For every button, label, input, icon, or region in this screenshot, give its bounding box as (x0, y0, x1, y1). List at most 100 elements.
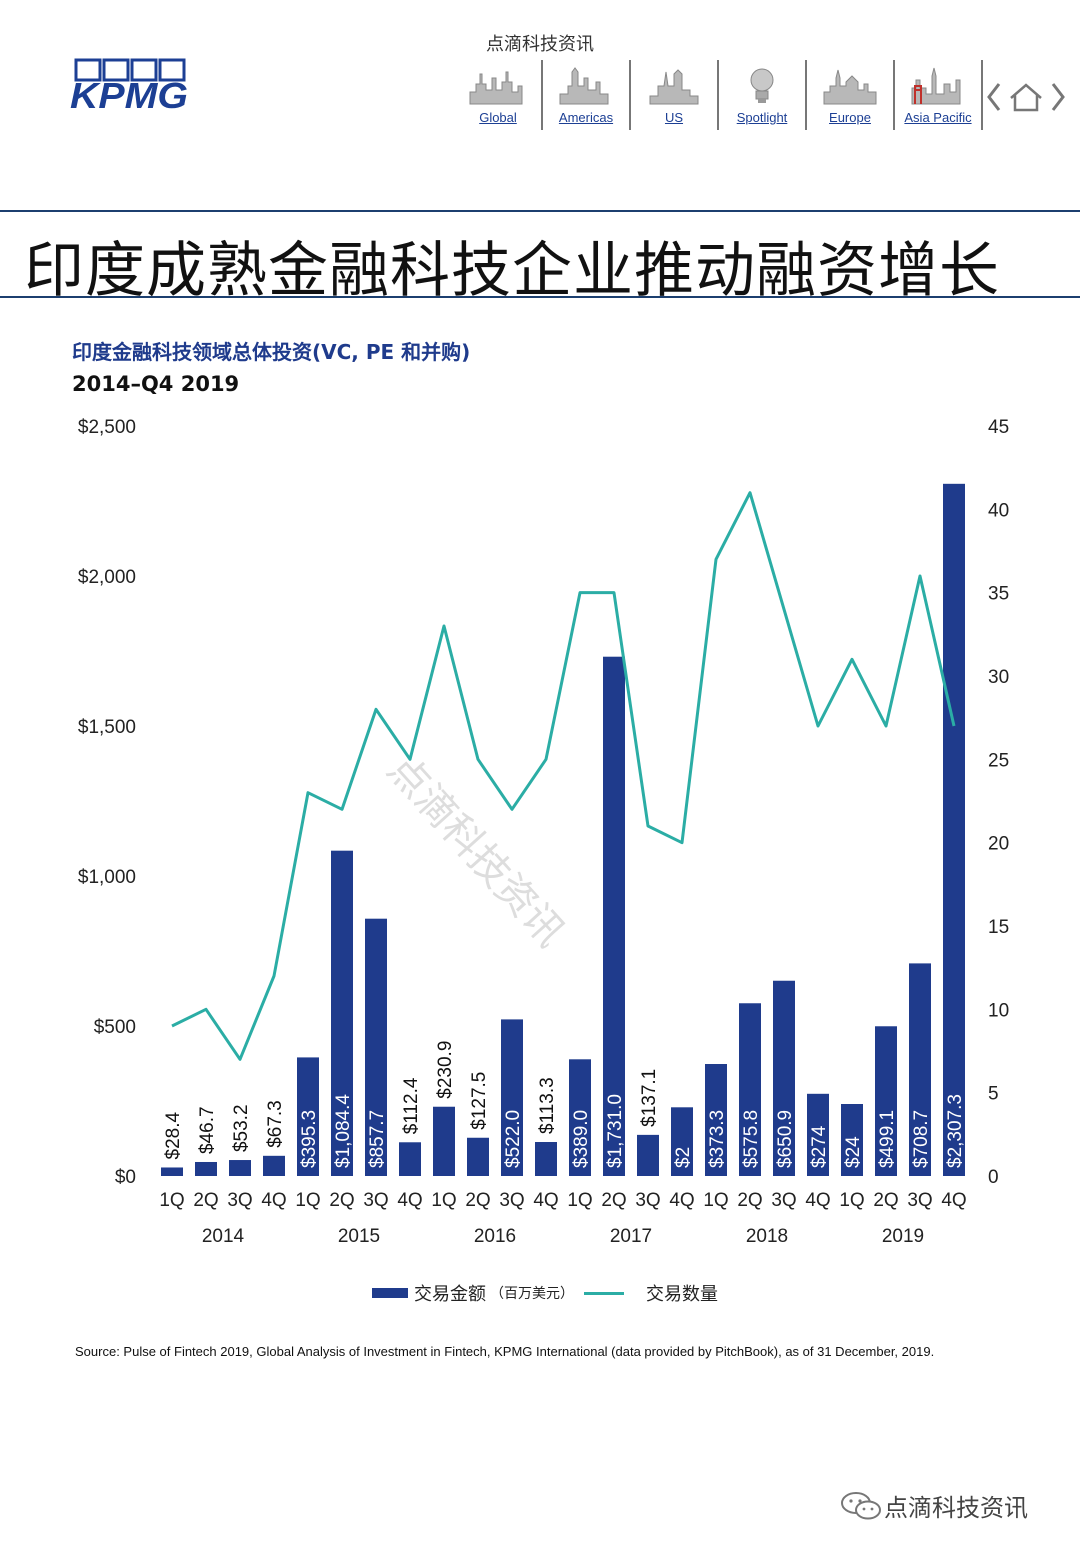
x-tick-label: 3Q (907, 1190, 932, 1211)
y-right-tick-label: 25 (988, 750, 1009, 771)
nav-spotlight[interactable]: Spotlight (719, 60, 807, 130)
y-right-tick-label: 45 (988, 417, 1009, 438)
x-year-label: 2014 (202, 1226, 245, 1247)
x-tick-label: 2Q (737, 1190, 762, 1211)
bar (943, 483, 965, 1176)
wechat-icon (841, 1491, 881, 1519)
bar (603, 656, 625, 1176)
chart-legend: 交易金额 （百万美元） 交易数量 (372, 1280, 718, 1306)
source-note: Source: Pulse of Fintech 2019, Global An… (75, 1344, 935, 1359)
nav-spotlight-label: Spotlight (736, 110, 788, 125)
bar-value-label: $389.0 (571, 1110, 592, 1168)
x-tick-label: 4Q (941, 1190, 966, 1211)
bar-value-label: $522.0 (503, 1110, 524, 1168)
chart-title: 印度金融科技领域总体投资(VC, PE 和并购) (72, 340, 471, 364)
bar-value-label: $2,307.3 (945, 1094, 966, 1168)
x-tick-label: 2Q (873, 1190, 898, 1211)
legend-bar-label: 交易金额 (414, 1284, 486, 1305)
headline-bottom-rule (0, 296, 1080, 298)
us-skyline-icon (649, 69, 699, 105)
x-year-label: 2018 (746, 1226, 788, 1247)
bar-value-label: $857.7 (367, 1110, 388, 1168)
x-year-label: 2019 (882, 1226, 924, 1247)
bar-value-label: $2 (673, 1147, 694, 1168)
x-tick-label: 2Q (193, 1190, 218, 1211)
y-right-tick-label: 30 (988, 667, 1009, 688)
bar (195, 1161, 217, 1176)
bar (263, 1155, 285, 1176)
chevron-left-icon[interactable] (987, 83, 1001, 111)
nav-asia-pacific-label: Asia Pacific (904, 110, 972, 125)
region-nav: Global Americas US Spotlight Europe (455, 60, 983, 132)
bar (841, 1104, 863, 1176)
nav-europe[interactable]: Europe (807, 60, 895, 130)
x-tick-label: 2Q (465, 1190, 490, 1211)
nav-us-label: US (664, 110, 684, 125)
bar (365, 918, 387, 1176)
y-right-tick-label: 35 (988, 584, 1009, 605)
y-left-tick-label: $500 (94, 1017, 136, 1038)
bar-value-label: $1,731.0 (605, 1094, 626, 1168)
legend-bar-unit: （百万美元） (490, 1286, 574, 1302)
home-icon[interactable] (1010, 83, 1042, 112)
bar-value-label: $230.9 (435, 1041, 456, 1099)
source-channel-name: 点滴科技资讯 (486, 34, 594, 55)
y-right-tick-label: 0 (988, 1167, 999, 1188)
bar (739, 1003, 761, 1176)
bar (229, 1160, 251, 1176)
nav-global[interactable]: Global (455, 60, 543, 130)
chart-subtitle: 2014–Q4 2019 (72, 372, 240, 396)
bar (501, 1019, 523, 1176)
x-tick-label: 3Q (227, 1190, 252, 1211)
nav-global-label: Global (479, 110, 517, 125)
americas-skyline-icon (559, 67, 609, 105)
kpmg-logo-text: KPMG (70, 75, 188, 116)
x-tick-label: 1Q (839, 1190, 864, 1211)
y-left-tick-label: $1,500 (78, 717, 136, 738)
nav-us[interactable]: US (631, 60, 719, 130)
bar-value-label: $112.4 (401, 1077, 422, 1134)
x-tick-label: 1Q (703, 1190, 728, 1211)
bar (671, 1107, 693, 1176)
bar-value-label: $708.7 (911, 1110, 932, 1168)
footer-brand: 点滴科技资讯 (840, 1488, 1028, 1523)
bar-value-label: $274 (809, 1125, 830, 1168)
bar (331, 850, 353, 1176)
x-year-label: 2015 (338, 1226, 380, 1247)
bar-value-label: $24 (843, 1136, 864, 1168)
y-right-tick-label: 20 (988, 834, 1009, 855)
y-right-tick-label: 40 (988, 500, 1009, 521)
x-tick-label: 1Q (295, 1190, 320, 1211)
bar-value-label: $28.4 (163, 1112, 184, 1160)
nav-americas[interactable]: Americas (543, 60, 631, 130)
y-right-tick-label: 5 (988, 1084, 999, 1105)
bar (705, 1064, 727, 1176)
x-year-label: 2017 (610, 1226, 652, 1247)
bar (467, 1137, 489, 1176)
x-tick-label: 4Q (397, 1190, 422, 1211)
y-right-tick-label: 10 (988, 1000, 1009, 1021)
x-tick-label: 4Q (805, 1190, 830, 1211)
bar-value-label: $46.7 (197, 1106, 218, 1154)
spotlight-bulb-icon (750, 68, 774, 103)
kpmg-logo[interactable]: KPMG (70, 58, 192, 118)
y-left-tick-label: $1,000 (78, 867, 136, 888)
x-tick-label: 2Q (601, 1190, 626, 1211)
bar (161, 1167, 183, 1176)
bar (433, 1106, 455, 1176)
y-left-tick-label: $2,500 (78, 417, 136, 438)
bar (773, 980, 795, 1176)
bar (297, 1057, 319, 1176)
bar-value-label: $53.2 (231, 1104, 252, 1152)
bar (569, 1059, 591, 1176)
legend-line-label: 交易数量 (646, 1284, 718, 1305)
bar-value-label: $1,084.4 (333, 1094, 354, 1168)
y-left-tick-label: $2,000 (78, 567, 136, 588)
nav-asia-pacific[interactable]: Asia Pacific (895, 60, 983, 130)
bar (909, 963, 931, 1176)
x-tick-label: 3Q (499, 1190, 524, 1211)
x-tick-label: 1Q (159, 1190, 184, 1211)
chevron-right-icon[interactable] (1051, 83, 1065, 111)
asia-pacific-skyline-icon (911, 67, 961, 105)
nav-arrows (987, 83, 1065, 112)
